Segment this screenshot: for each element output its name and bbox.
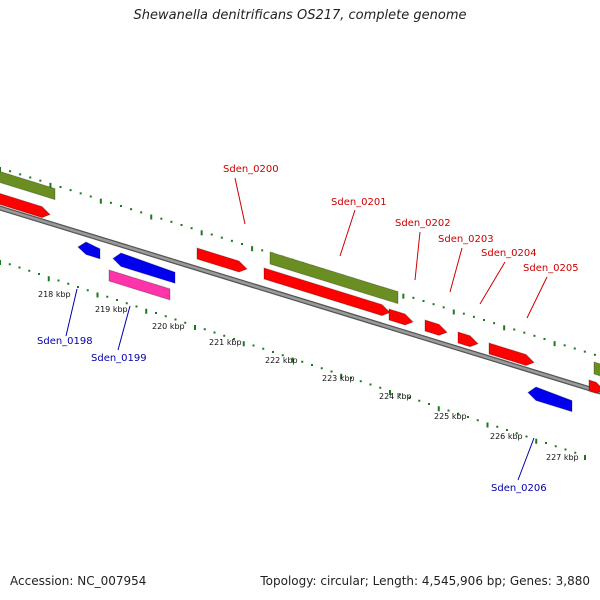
gene-label-sden-0199[interactable]: Sden_0199 <box>91 353 147 364</box>
leader-line-sden-0206 <box>517 437 535 481</box>
gene-arrow-sden-0201[interactable] <box>263 267 391 317</box>
gene-arrow-sden-0198[interactable] <box>77 241 101 260</box>
cds-region-right[interactable] <box>593 361 600 377</box>
leader-line-sden-0199 <box>117 305 131 351</box>
gene-label-sden-0198[interactable]: Sden_0198 <box>37 336 93 347</box>
gene-label-sden-0201[interactable]: Sden_0201 <box>331 197 387 208</box>
page-title: Shewanella denitrificans OS217, complete… <box>133 8 467 23</box>
gene-label-sden-0206[interactable]: Sden_0206 <box>491 483 547 494</box>
gene-label-sden-0204[interactable]: Sden_0204 <box>481 248 537 259</box>
tick-label-226: 226 kbp <box>490 432 523 441</box>
leader-line-sden-0198 <box>65 288 78 337</box>
forward-gene-left[interactable] <box>0 192 51 219</box>
gene-label-sden-0205[interactable]: Sden_0205 <box>523 263 579 274</box>
leader-line-sden-0200 <box>234 177 246 225</box>
tick-label-224: 224 kbp <box>379 392 412 401</box>
tick-label-227: 227 kbp <box>546 453 579 462</box>
accession-text: Accession: NC_007954 <box>10 574 147 588</box>
tick-label-221: 221 kbp <box>209 338 242 347</box>
tick-label-218: 218 kbp <box>38 290 71 299</box>
leader-line-sden-0203 <box>449 247 463 293</box>
gene-arrow-sden-0199[interactable] <box>108 269 171 301</box>
gene-label-sden-0203[interactable]: Sden_0203 <box>438 234 494 245</box>
gene-arrow-sden-0203[interactable] <box>424 319 448 336</box>
genome-summary-text: Topology: circular; Length: 4,545,906 bp… <box>260 574 590 588</box>
leader-line-sden-0204 <box>479 261 506 305</box>
gene-arrow-sden-0198b[interactable] <box>112 252 176 284</box>
tick-label-222: 222 kbp <box>265 356 298 365</box>
tick-label-223: 223 kbp <box>322 374 355 383</box>
tick-label-225: 225 kbp <box>434 412 467 421</box>
backbone-track-highlight <box>0 206 600 394</box>
leader-line-sden-0201 <box>339 209 356 257</box>
tick-label-219: 219 kbp <box>95 305 128 314</box>
gene-arrow-sden-0205[interactable] <box>488 342 535 366</box>
gene-arrow-sden-0206[interactable] <box>527 386 573 413</box>
cds-region-sden-0201[interactable] <box>269 251 399 305</box>
gene-arrow-sden-0200[interactable] <box>196 247 248 273</box>
cds-region-left[interactable] <box>0 170 56 201</box>
forward-gene-right[interactable] <box>588 379 600 394</box>
tick-label-220: 220 kbp <box>152 322 185 331</box>
gene-label-sden-0202[interactable]: Sden_0202 <box>395 218 451 229</box>
gene-arrow-sden-0204[interactable] <box>457 331 479 348</box>
leader-line-sden-0202 <box>414 231 421 281</box>
leader-line-sden-0205 <box>526 276 548 319</box>
gene-arrow-sden-0202[interactable] <box>388 308 414 326</box>
gene-label-sden-0200[interactable]: Sden_0200 <box>223 164 279 175</box>
